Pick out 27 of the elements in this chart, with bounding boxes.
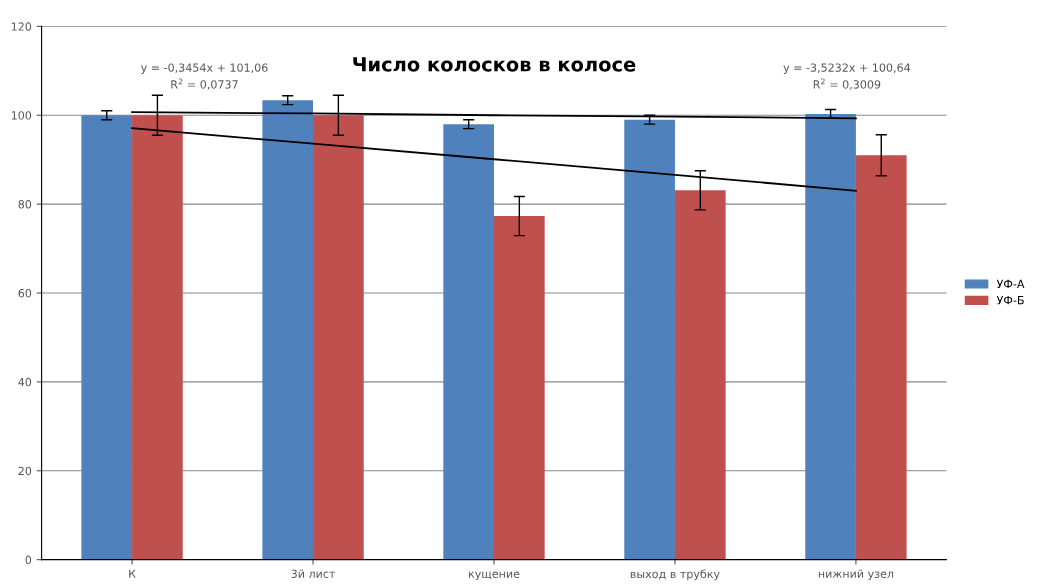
y-tick-label: 20	[18, 466, 32, 476]
bar	[262, 100, 314, 560]
bar	[624, 119, 675, 560]
y-tick-label: 60	[18, 288, 32, 298]
x-tick-label: 3й лист	[291, 569, 336, 578]
annotation: y = -3,5232x + 100,64 R$^{2}$ = 0,3009	[783, 63, 911, 90]
y-tick-label: 120	[11, 22, 32, 31]
x-tick-label: кущение	[469, 571, 520, 581]
x-tick-label: нижний узел	[818, 569, 894, 581]
y-tick-label: 80	[18, 200, 32, 209]
bar	[132, 115, 183, 560]
bar	[855, 155, 907, 560]
bar	[805, 113, 856, 560]
y-tick-label: 40	[18, 377, 32, 387]
legend-label: УФ-А	[996, 279, 1025, 288]
bar	[494, 216, 545, 560]
y-tick-label: 0	[25, 555, 32, 565]
x-tick-label: выход в трубку	[630, 569, 720, 581]
bar	[674, 190, 726, 560]
text: Число колосков в колосе	[353, 57, 636, 72]
bar	[81, 115, 133, 560]
bar	[443, 124, 494, 560]
annotation: y = -0,3454x + 101,06 R$^{2}$ = 0,0737	[140, 63, 268, 90]
y-tick-label: 100	[11, 111, 32, 120]
bar	[313, 115, 364, 560]
x-tick-label: К	[129, 569, 136, 578]
legend-label: УФ-Б	[996, 296, 1024, 305]
